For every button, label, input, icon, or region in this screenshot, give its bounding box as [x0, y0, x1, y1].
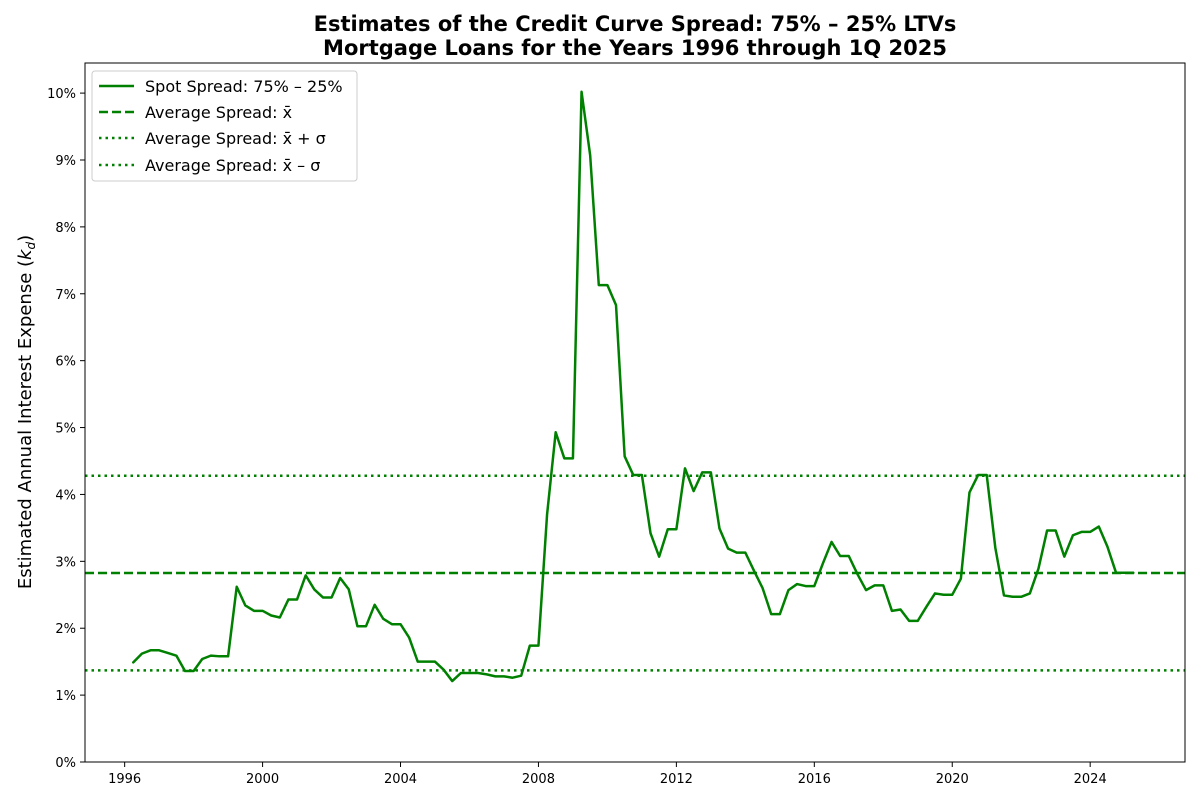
legend-label-average: Average Spread: x̄ — [145, 103, 292, 122]
legend-label-average-minus-sigma: Average Spread: x̄ – σ — [145, 156, 320, 175]
y-tick-label-2: 2% — [55, 622, 76, 637]
x-axis-ticks: 1996 2000 2004 2008 2012 2016 2020 2024 — [108, 762, 1107, 787]
x-tick-label-2004: 2004 — [384, 772, 417, 787]
y-tick-label-1: 1% — [55, 689, 76, 704]
y-tick-label-10: 10% — [47, 87, 76, 102]
x-tick-label-1996: 1996 — [108, 772, 141, 787]
x-tick-label-2000: 2000 — [246, 772, 279, 787]
chart-title-line-1: Estimates of the Credit Curve Spread: 75… — [314, 12, 957, 36]
legend-label-spot-spread: Spot Spread: 75% – 25% — [145, 77, 343, 96]
plot-lines — [85, 90, 1185, 683]
x-tick-label-2008: 2008 — [522, 772, 555, 787]
legend: Spot Spread: 75% – 25% Average Spread: x… — [91, 70, 358, 182]
x-tick-label-2020: 2020 — [936, 772, 969, 787]
y-tick-label-8: 8% — [55, 221, 76, 236]
y-tick-label-7: 7% — [55, 288, 76, 303]
legend-box — [91, 70, 358, 182]
chart-title-line-2: Mortgage Loans for the Years 1996 throug… — [323, 36, 947, 60]
y-axis-ticks: 0% 1% 2% 3% 4% 5% 6% 7% 8% 9% 10% — [47, 87, 85, 771]
plot-frame — [84, 62, 1186, 763]
y-tick-label-5: 5% — [55, 422, 76, 437]
y-tick-label-3: 3% — [55, 555, 76, 570]
y-tick-label-9: 9% — [55, 154, 76, 169]
y-tick-label-4: 4% — [55, 488, 76, 503]
y-tick-label-6: 6% — [55, 355, 76, 370]
x-tick-label-2016: 2016 — [798, 772, 831, 787]
legend-label-average-plus-sigma: Average Spread: x̄ + σ — [145, 129, 326, 148]
y-axis-label: Estimated Annual Interest Expense (kd) — [15, 235, 38, 589]
x-tick-label-2012: 2012 — [660, 772, 693, 787]
y-tick-label-0: 0% — [55, 756, 76, 771]
x-tick-label-2024: 2024 — [1074, 772, 1107, 787]
